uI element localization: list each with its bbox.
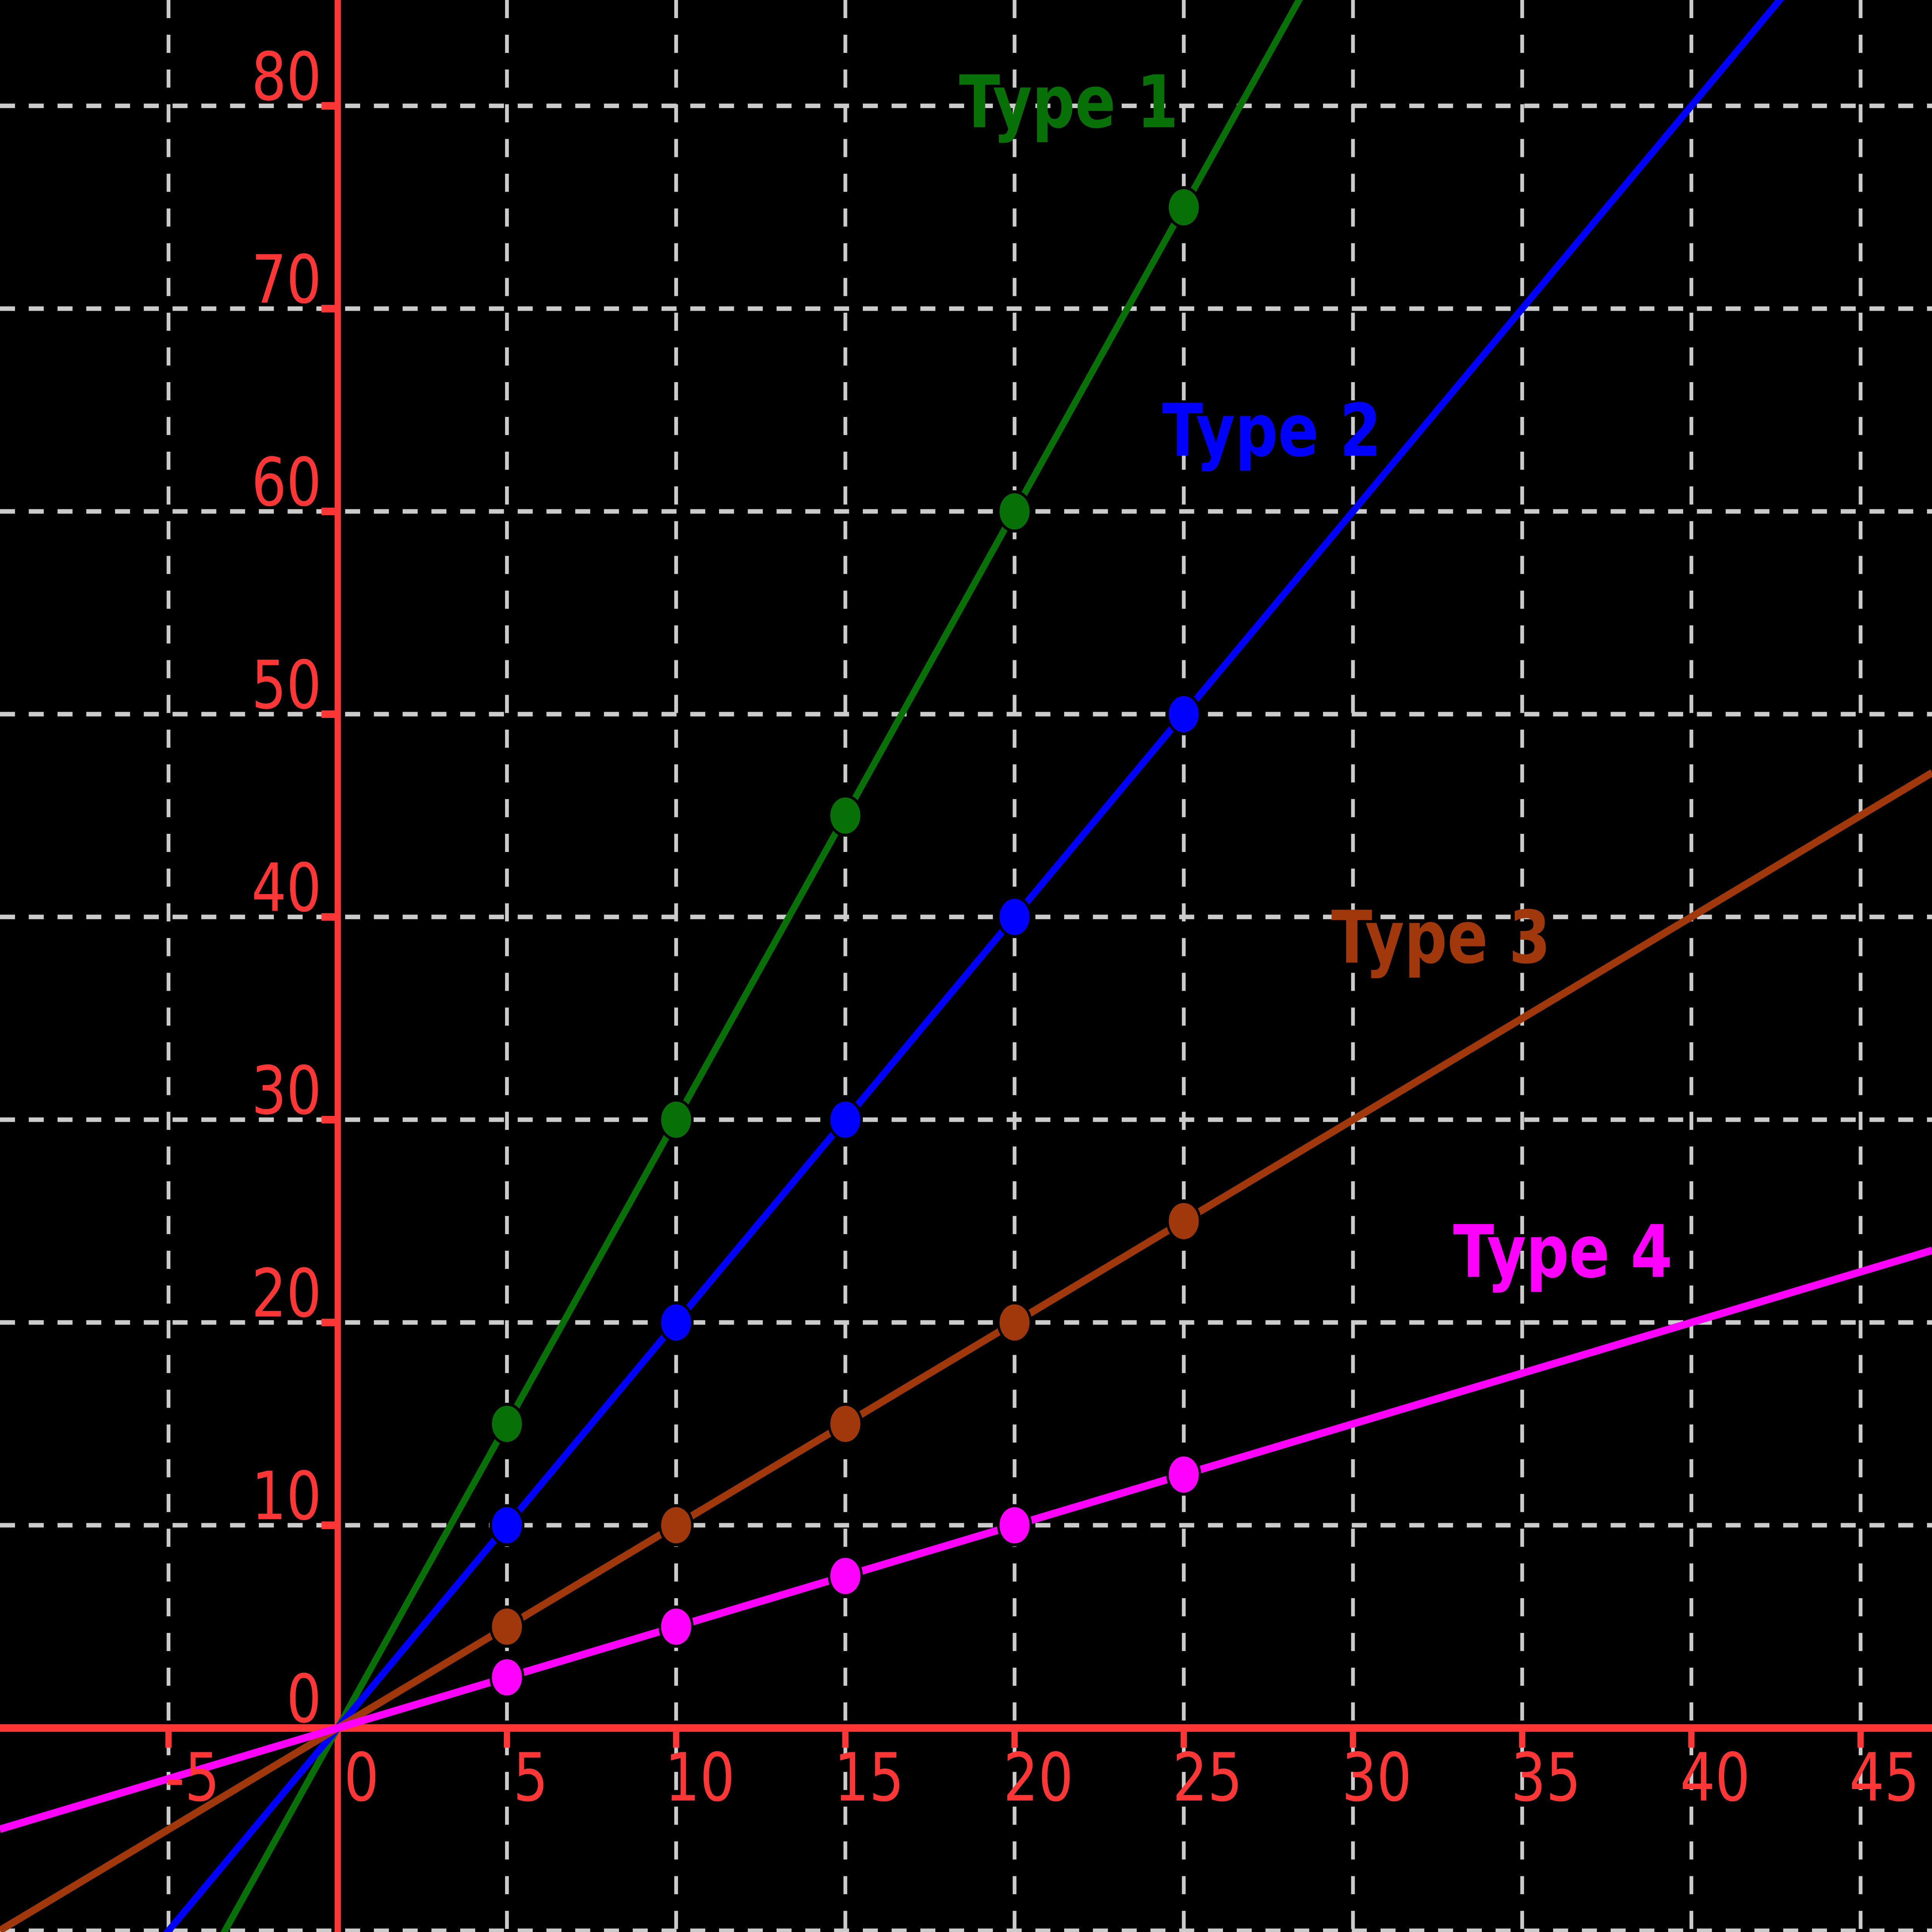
x-tick-label-40: 40 [1680,1739,1750,1816]
series-label-type-2: Type 2 [1162,388,1382,473]
data-point-type-2-x5 [489,1504,525,1547]
y-tick-label-30: 30 [252,1052,321,1129]
y-tick-label-80: 80 [252,38,321,116]
x-tick-label-30: 30 [1342,1739,1412,1816]
y-tick-label-60: 60 [252,444,321,521]
data-point-type-3-x25 [1166,1200,1201,1242]
series-line-type-3 [0,769,1932,1932]
data-point-type-2-x25 [1166,693,1201,735]
data-point-type-4-x25 [1166,1453,1201,1496]
y-tick-label-20: 20 [252,1255,321,1332]
data-point-type-4-x15 [828,1554,863,1597]
data-point-type-1-x10 [658,1099,694,1141]
series-line-type-4 [0,1247,1932,1833]
data-point-type-1-x15 [828,794,863,837]
data-point-type-2-x15 [828,1099,863,1141]
data-point-type-1-x5 [489,1403,525,1445]
x-tick-label-10: 10 [665,1739,735,1816]
data-point-type-3-x10 [658,1504,694,1547]
series-label-type-3: Type 3 [1331,895,1551,980]
x-tick-label-5: 5 [513,1739,548,1816]
series-label-type-4: Type 4 [1453,1209,1673,1294]
data-point-type-1-x20 [997,490,1032,533]
x-tick-label-0: 0 [344,1739,379,1816]
x-tick-label-25: 25 [1172,1739,1242,1816]
data-point-type-1-x25 [1166,186,1201,229]
data-point-type-3-x5 [489,1605,525,1648]
y-tick-label-40: 40 [252,849,321,927]
x-tick-label-15: 15 [834,1739,904,1816]
data-point-type-4-x10 [658,1605,694,1648]
y-tick-label-70: 70 [252,241,321,318]
y-tick-label-0: 0 [286,1660,321,1738]
x-tick-label--5: -5 [165,1739,220,1816]
data-point-type-2-x10 [658,1301,694,1344]
x-tick-label-45: 45 [1849,1739,1919,1816]
data-point-type-3-x15 [828,1403,863,1445]
data-point-type-4-x20 [997,1504,1032,1547]
data-point-type-3-x20 [997,1301,1032,1344]
x-tick-label-20: 20 [1003,1739,1073,1816]
series-label-type-1: Type 1 [959,60,1179,145]
data-point-type-2-x20 [997,896,1032,938]
y-tick-label-10: 10 [252,1458,321,1535]
y-tick-label-50: 50 [252,647,321,724]
x-tick-label-35: 35 [1511,1739,1581,1816]
data-point-type-4-x5 [489,1656,525,1699]
